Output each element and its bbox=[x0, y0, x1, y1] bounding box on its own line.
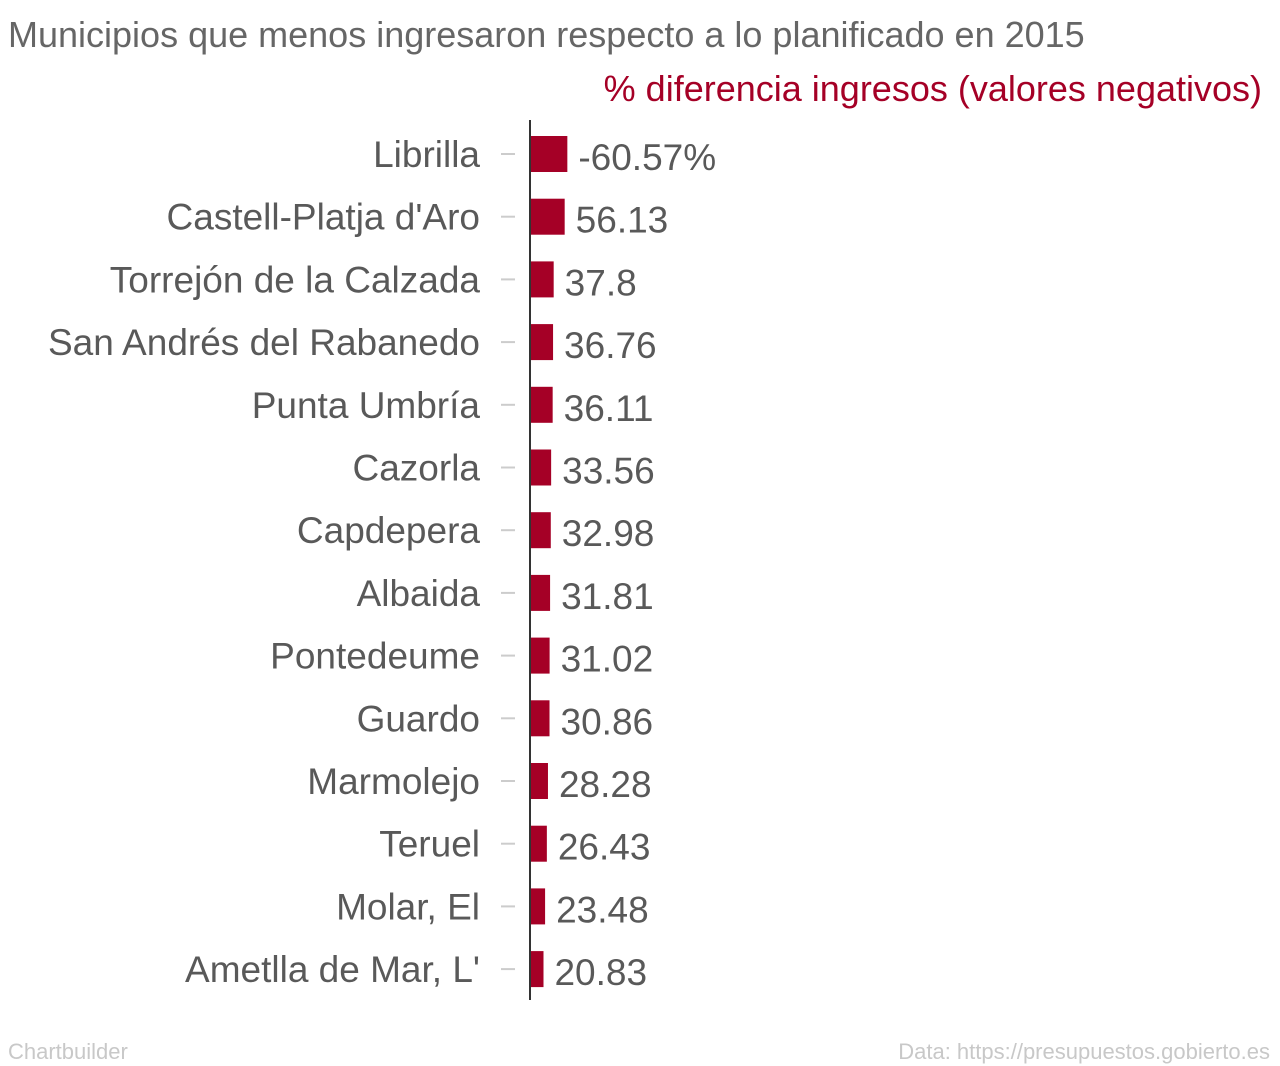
category-label: San Andrés del Rabanedo bbox=[48, 322, 480, 363]
plot-area: Librilla -60.57% Castell-Platja d'Aro 56.13… bbox=[48, 134, 716, 993]
category-label: Albaida bbox=[357, 573, 481, 614]
bar bbox=[531, 825, 547, 862]
bar bbox=[531, 888, 546, 925]
series-legend-label: % diferencia ingresos (valores negativos… bbox=[604, 68, 1262, 109]
value-label: 20.83 bbox=[554, 952, 647, 993]
bar bbox=[531, 512, 551, 549]
value-label: 23.48 bbox=[556, 889, 649, 930]
bar bbox=[531, 136, 568, 172]
value-label: 33.56 bbox=[562, 451, 655, 492]
bar bbox=[531, 261, 554, 298]
value-label: 26.43 bbox=[558, 827, 651, 868]
bar bbox=[531, 763, 548, 799]
bar bbox=[531, 449, 552, 486]
bar bbox=[531, 637, 550, 674]
value-label: 28.28 bbox=[559, 764, 652, 805]
category-label: Punta Umbría bbox=[252, 385, 481, 426]
category-label: Teruel bbox=[379, 824, 480, 865]
bar bbox=[531, 951, 544, 988]
value-label: 36.11 bbox=[564, 388, 654, 429]
bar bbox=[531, 198, 565, 235]
category-label: Torrejón de la Calzada bbox=[110, 259, 481, 300]
category-label: Guardo bbox=[357, 698, 480, 739]
value-label: -60.57% bbox=[578, 137, 716, 178]
bar bbox=[531, 324, 554, 361]
bar bbox=[531, 386, 553, 423]
bar bbox=[531, 574, 551, 611]
bar bbox=[531, 700, 550, 737]
data-source: Data: https://presupuestos.gobierto.es bbox=[898, 1039, 1270, 1064]
category-label: Pontedeume bbox=[270, 636, 480, 677]
chart-title: Municipios que menos ingresaron respecto… bbox=[8, 14, 1085, 55]
chartbuilder-credit: Chartbuilder bbox=[8, 1039, 128, 1064]
value-label: 36.76 bbox=[564, 325, 657, 366]
category-label: Capdepera bbox=[297, 510, 481, 551]
category-label: Castell-Platja d'Aro bbox=[167, 197, 480, 238]
value-label: 37.8 bbox=[565, 262, 637, 303]
value-label: 31.02 bbox=[561, 639, 654, 680]
value-label: 32.98 bbox=[562, 513, 655, 554]
category-label: Molar, El bbox=[336, 886, 480, 927]
category-label: Marmolejo bbox=[307, 761, 480, 802]
category-label: Librilla bbox=[373, 134, 480, 175]
category-label: Cazorla bbox=[353, 448, 481, 489]
value-label: 31.81 bbox=[561, 576, 654, 617]
value-label: 56.13 bbox=[576, 200, 669, 241]
category-label: Ametlla de Mar, L' bbox=[185, 949, 480, 990]
value-label: 30.86 bbox=[561, 701, 654, 742]
